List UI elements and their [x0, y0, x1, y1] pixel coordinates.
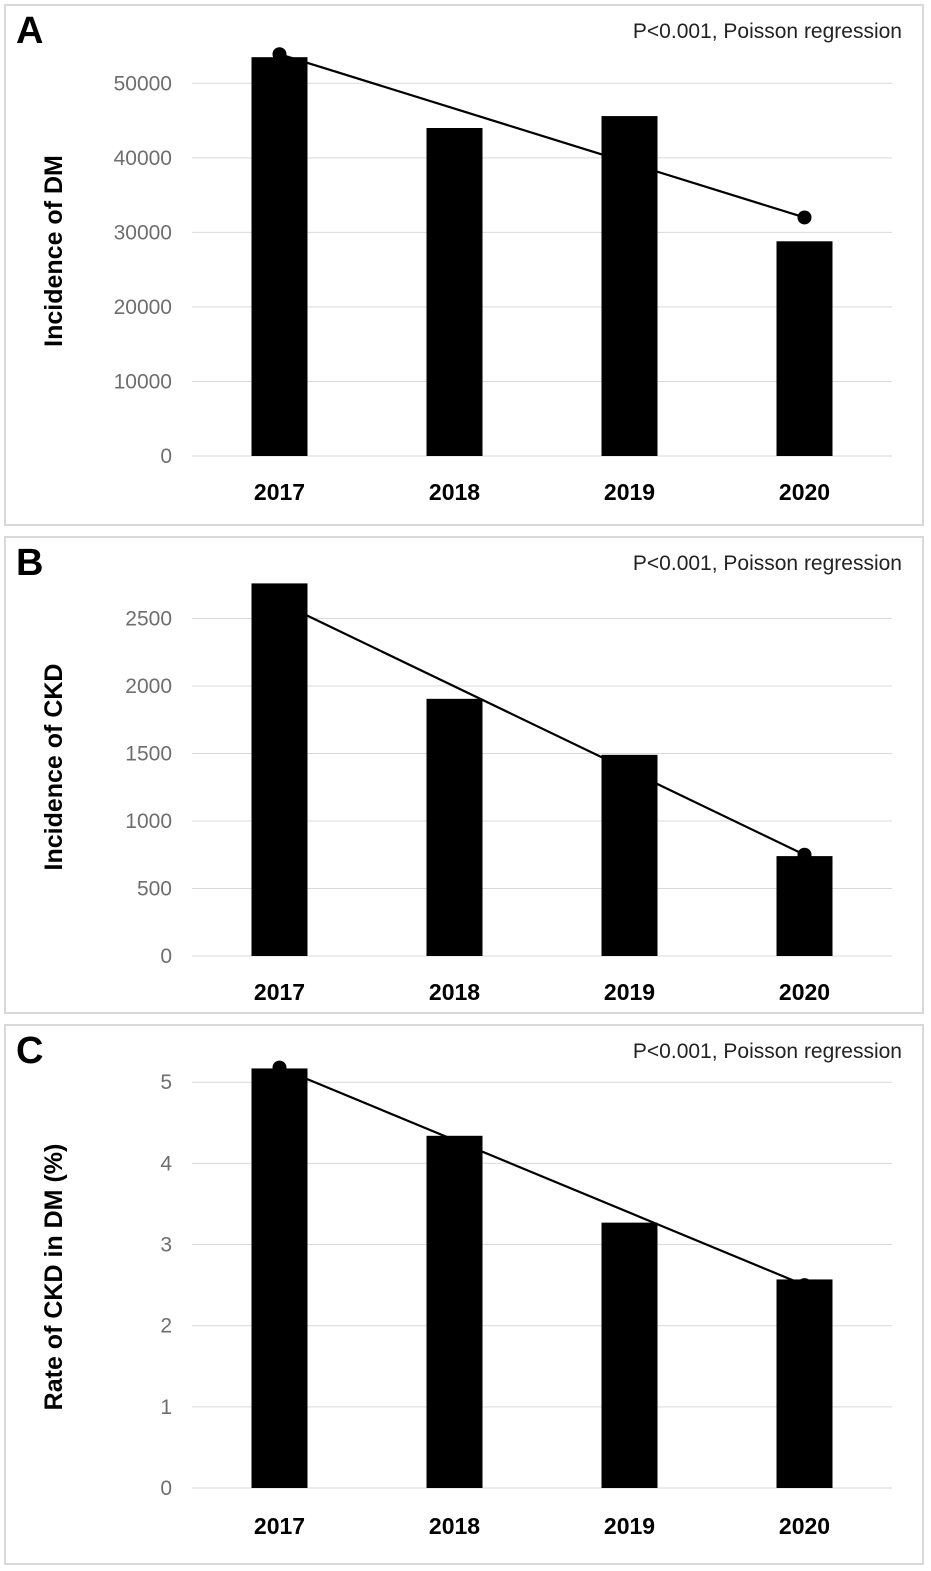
- panel-label: C: [16, 1030, 44, 1072]
- bar-2017: [251, 57, 308, 456]
- panel-label: B: [16, 542, 44, 584]
- x-tick-label: 2019: [604, 1513, 655, 1539]
- y-tick-label: 2500: [125, 608, 172, 631]
- y-tick-label: 10000: [114, 370, 172, 393]
- x-tick-label: 2020: [779, 1513, 830, 1539]
- y-axis-label: Incidence of DM: [40, 155, 68, 347]
- bar-2018: [426, 128, 483, 456]
- trend-point-end: [797, 1278, 812, 1293]
- bar-2018: [426, 698, 483, 956]
- y-tick-label: 500: [137, 878, 172, 901]
- trend-point-start: [272, 1060, 287, 1075]
- significance-annotation: P<0.001, Poisson regression: [632, 552, 902, 575]
- x-tick-label: 2020: [779, 479, 830, 505]
- x-tick-label: 2019: [604, 479, 655, 505]
- y-tick-label: 2000: [125, 675, 172, 698]
- chart-panel-a: A P<0.001, Poisson regression 0 10000 2000…: [4, 4, 924, 526]
- bar-chart-ckd-incidence: 0 500 1000 1500 2000 2500 2017 2018 2019 2020 Inci…: [40, 583, 892, 1005]
- bar-2020: [776, 856, 833, 956]
- x-tick-label: 2017: [254, 1513, 305, 1539]
- y-tick-label: 0: [160, 945, 172, 968]
- bar-2020: [776, 1279, 833, 1488]
- x-tick-label: 2019: [604, 979, 655, 1005]
- trend-line: [279, 53, 805, 219]
- y-tick-label: 4: [160, 1152, 172, 1175]
- bar-chart-dm-incidence: 0 10000 20000 30000 40000 50000 2017 2018 2019 20…: [40, 47, 892, 505]
- y-tick-label: 5: [160, 1071, 172, 1094]
- trend-line: [279, 1066, 805, 1287]
- y-tick-label: 1: [160, 1396, 172, 1419]
- bar-2020: [776, 241, 833, 456]
- significance-annotation: P<0.001, Poisson regression: [632, 1040, 902, 1063]
- y-tick-label: 30000: [114, 221, 172, 244]
- y-tick-label: 0: [160, 445, 172, 468]
- x-tick-label: 2018: [429, 479, 480, 505]
- y-tick-label: 2: [160, 1315, 172, 1338]
- bar-2019: [601, 754, 658, 956]
- bar-2019: [601, 116, 658, 456]
- x-tick-label: 2018: [429, 1513, 480, 1539]
- x-tick-label: 2018: [429, 979, 480, 1005]
- y-tick-label: 3: [160, 1234, 172, 1257]
- y-tick-label: 50000: [114, 72, 172, 95]
- y-axis-label: Rate of CKD in DM (%): [40, 1144, 68, 1411]
- y-tick-label: 1000: [125, 810, 172, 833]
- chart-panel-b: B P<0.001, Poisson regression 0 500 1000 15…: [4, 536, 924, 1014]
- trend-point-end: [797, 210, 812, 225]
- trend-line: [279, 601, 805, 856]
- x-tick-label: 2017: [254, 979, 305, 1005]
- significance-annotation: P<0.001, Poisson regression: [632, 20, 902, 43]
- panel-label: A: [16, 10, 44, 52]
- y-tick-label: 0: [160, 1477, 172, 1500]
- bar-chart-ckd-rate: 0 1 2 3 4 5 2017 2018 2019 2020 Rate of CKD in DM …: [40, 1060, 892, 1539]
- bar-2019: [601, 1222, 658, 1488]
- x-tick-label: 2020: [779, 979, 830, 1005]
- trend-point-end: [797, 847, 812, 862]
- x-tick-label: 2017: [254, 479, 305, 505]
- y-axis-label: Incidence of CKD: [40, 664, 68, 871]
- chart-panel-c: C P<0.001, Poisson regression 0 1 2 3 4 5 2017…: [4, 1024, 924, 1565]
- y-tick-label: 40000: [114, 147, 172, 170]
- bar-2018: [426, 1135, 483, 1488]
- y-tick-label: 20000: [114, 296, 172, 319]
- bar-2017: [251, 1068, 308, 1488]
- trend-point-start: [272, 47, 287, 62]
- bar-2017: [251, 583, 308, 956]
- y-tick-label: 1500: [125, 743, 172, 766]
